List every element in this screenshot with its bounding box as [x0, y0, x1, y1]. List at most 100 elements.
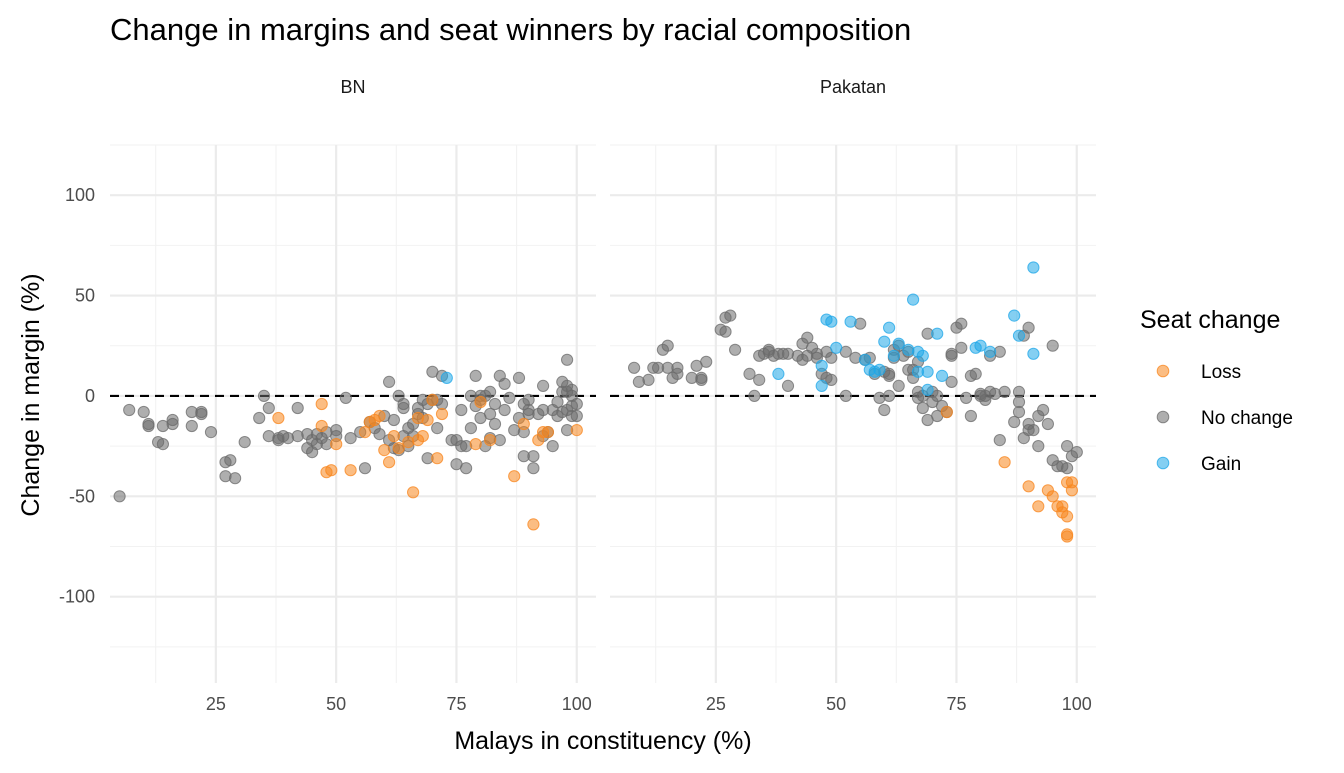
point-loss: [469, 438, 482, 451]
point-loss: [272, 411, 285, 425]
point-loss: [508, 470, 521, 483]
point-no-change: [945, 347, 958, 360]
point-gain: [873, 363, 886, 376]
point-loss: [330, 438, 343, 451]
point-gain: [878, 335, 891, 348]
series-gain: [440, 371, 453, 384]
point-no-change: [142, 419, 155, 433]
point-loss: [344, 464, 357, 477]
point-no-change: [993, 434, 1006, 447]
point-gain: [772, 367, 785, 380]
point-loss: [1032, 500, 1045, 513]
point-no-change: [383, 375, 396, 388]
legend-label-gain: Gain: [1201, 454, 1241, 475]
y-tick-label: 50: [75, 286, 95, 306]
point-no-change: [729, 343, 742, 356]
point-no-change: [743, 367, 756, 380]
point-loss: [435, 407, 449, 421]
point-loss: [315, 419, 328, 433]
series-gain: [772, 261, 1040, 396]
legend-key-gain: [1156, 456, 1170, 470]
point-gain: [984, 345, 997, 358]
point-no-change: [1027, 424, 1040, 437]
point-no-change: [1032, 440, 1045, 453]
point-no-change: [1012, 385, 1026, 398]
x-tick-label: 25: [706, 694, 726, 714]
point-gain: [1012, 329, 1026, 342]
point-gain: [931, 327, 944, 340]
point-no-change: [195, 407, 208, 421]
point-loss: [421, 413, 434, 427]
point-no-change: [224, 454, 237, 467]
point-gain: [974, 339, 987, 352]
point-no-change: [546, 440, 559, 453]
point-no-change: [661, 339, 674, 352]
point-no-change: [166, 417, 179, 431]
point-loss: [325, 464, 338, 477]
point-no-change: [262, 401, 275, 415]
point-no-change: [484, 407, 497, 421]
point-gain: [892, 337, 905, 350]
x-axis-title: Malays in constituency (%): [454, 727, 751, 755]
y-tick-label: -50: [69, 486, 95, 506]
point-loss: [315, 397, 328, 411]
point-loss: [392, 442, 405, 455]
point-no-change: [724, 309, 737, 322]
point-no-change: [431, 422, 444, 435]
point-no-change: [498, 403, 511, 417]
point-loss: [527, 518, 540, 531]
y-tick-label: 100: [65, 185, 95, 205]
point-gain: [825, 315, 838, 328]
point-loss: [373, 409, 386, 423]
point-loss: [484, 434, 497, 447]
point-no-change: [498, 377, 511, 390]
point-no-change: [1070, 446, 1083, 459]
y-tick-label: 0: [85, 386, 95, 406]
point-gain: [1008, 309, 1021, 322]
point-no-change: [955, 341, 968, 354]
point-loss: [1065, 476, 1079, 489]
point-no-change: [527, 462, 540, 475]
point-no-change: [642, 373, 655, 386]
legend: Seat change Loss No change Gain: [1140, 306, 1293, 475]
series-loss: [272, 393, 583, 531]
panel-label-bn: BN: [340, 77, 365, 97]
point-no-change: [460, 462, 473, 475]
point-no-change: [387, 413, 400, 427]
point-no-change: [719, 325, 732, 338]
legend-title: Seat change: [1140, 306, 1280, 334]
point-no-change: [1008, 415, 1021, 429]
point-no-change: [1041, 417, 1055, 431]
point-no-change: [156, 438, 169, 451]
point-no-change: [291, 401, 304, 415]
point-gain: [844, 315, 857, 328]
point-no-change: [878, 403, 891, 417]
point-gain: [921, 365, 934, 378]
legend-label-no-change: No change: [1201, 408, 1293, 429]
point-no-change: [781, 379, 795, 392]
x-tick-label: 75: [446, 694, 466, 714]
point-no-change: [229, 472, 242, 485]
point-no-change: [503, 391, 516, 404]
point-no-change: [955, 317, 968, 330]
point-loss: [431, 452, 444, 465]
point-no-change: [113, 490, 126, 503]
panel-pakatan: Pakatan 25 50 75 100: [610, 77, 1096, 714]
point-loss: [1022, 480, 1035, 493]
point-no-change: [358, 462, 372, 475]
point-no-change: [339, 391, 352, 404]
point-no-change: [484, 385, 497, 398]
point-no-change: [137, 405, 150, 419]
point-gain: [921, 383, 934, 396]
y-axis-title: Change in margin (%): [17, 273, 45, 516]
point-loss: [998, 456, 1011, 469]
point-gain: [935, 369, 949, 382]
series-loss: [940, 405, 1079, 543]
point-no-change: [1046, 339, 1059, 352]
point-no-change: [748, 389, 761, 402]
point-gain: [1027, 347, 1040, 360]
point-loss: [1061, 530, 1074, 543]
point-gain: [883, 321, 896, 334]
point-no-change: [960, 391, 973, 404]
